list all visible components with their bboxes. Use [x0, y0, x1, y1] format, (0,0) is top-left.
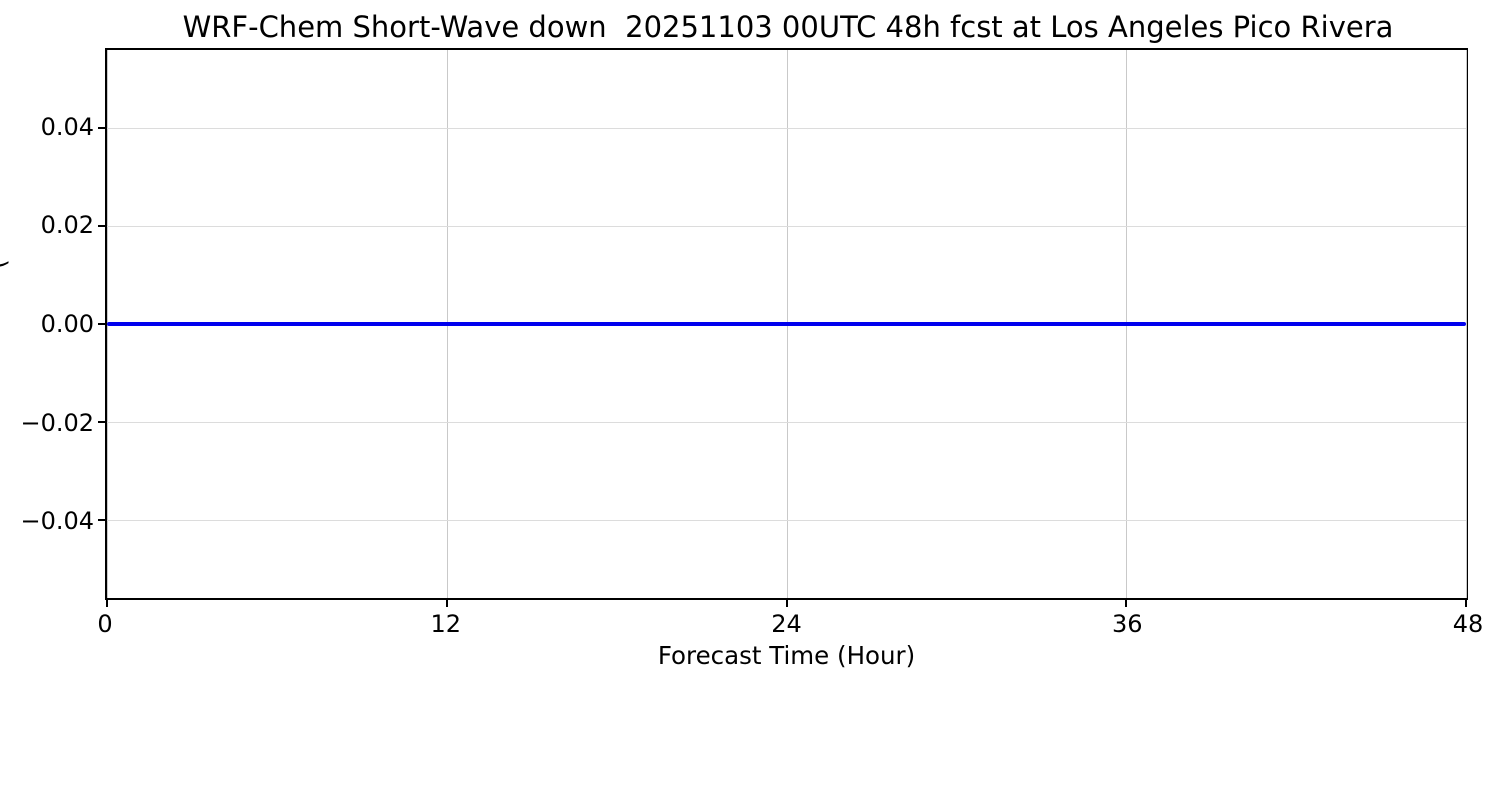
x-tick-label: 24	[771, 610, 802, 638]
y-tick-mark	[98, 420, 105, 423]
y-tick-label: 0.02	[40, 211, 94, 240]
x-tick-mark	[445, 600, 448, 607]
x-tick-label: 36	[1111, 610, 1143, 638]
y-tick-mark	[98, 518, 105, 521]
x-tick-mark	[106, 600, 108, 607]
x-tick-label: 12	[430, 610, 462, 638]
x-tick-label: 48	[1452, 610, 1484, 638]
x-tick-mark	[1465, 600, 1467, 607]
chart-title: WRF-Chem Short-Wave down 20251103 00UTC …	[182, 10, 1394, 44]
plot-area	[98, 48, 1468, 607]
x-axis-ticks: 0 12 24 36 48	[97, 602, 1483, 638]
y-gridline	[107, 421, 1466, 423]
y-tick-label: 0.04	[40, 112, 94, 141]
y-tick-mark	[98, 225, 105, 228]
x-tick-label: 0	[97, 610, 113, 638]
y-tick-mark	[98, 323, 105, 325]
y-tick-label: −0.04	[20, 507, 94, 536]
x-tick-mark	[785, 600, 788, 607]
y-gridline	[107, 226, 1466, 228]
x-gridline	[1466, 50, 1467, 598]
y-tick-label: −0.02	[20, 408, 94, 437]
x-axis-label: Forecast Time (Hour)	[657, 641, 916, 670]
y-tick-label: 0.00	[40, 310, 94, 338]
y-gridline	[107, 519, 1466, 521]
x-tick-mark	[1125, 600, 1128, 607]
y-gridline	[107, 128, 1466, 130]
y-tick-mark	[98, 127, 105, 130]
y-axis-ticks: 0.04 0.02 0.00 −0.02 −0.04	[0, 48, 94, 600]
series-line-short-wave-down	[107, 322, 1466, 326]
